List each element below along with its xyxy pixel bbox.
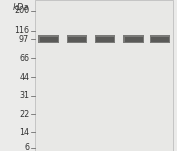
Bar xyxy=(124,35,144,43)
Text: 22: 22 xyxy=(19,109,29,119)
Bar xyxy=(95,35,116,43)
Bar xyxy=(96,37,114,42)
Bar xyxy=(125,37,143,42)
Bar xyxy=(39,35,59,43)
Text: 44: 44 xyxy=(19,72,29,82)
Text: 116: 116 xyxy=(14,26,29,35)
Text: 14: 14 xyxy=(19,128,29,137)
Bar xyxy=(67,35,87,43)
Text: 66: 66 xyxy=(19,54,29,63)
Text: 97: 97 xyxy=(19,35,29,44)
Text: kDa: kDa xyxy=(13,3,29,12)
Bar xyxy=(40,37,58,42)
Bar xyxy=(151,37,169,42)
Text: 200: 200 xyxy=(14,6,29,15)
Bar xyxy=(150,35,170,43)
Bar xyxy=(68,37,86,42)
Bar xyxy=(35,0,173,151)
Text: 31: 31 xyxy=(19,91,29,100)
Text: 6: 6 xyxy=(24,143,29,151)
